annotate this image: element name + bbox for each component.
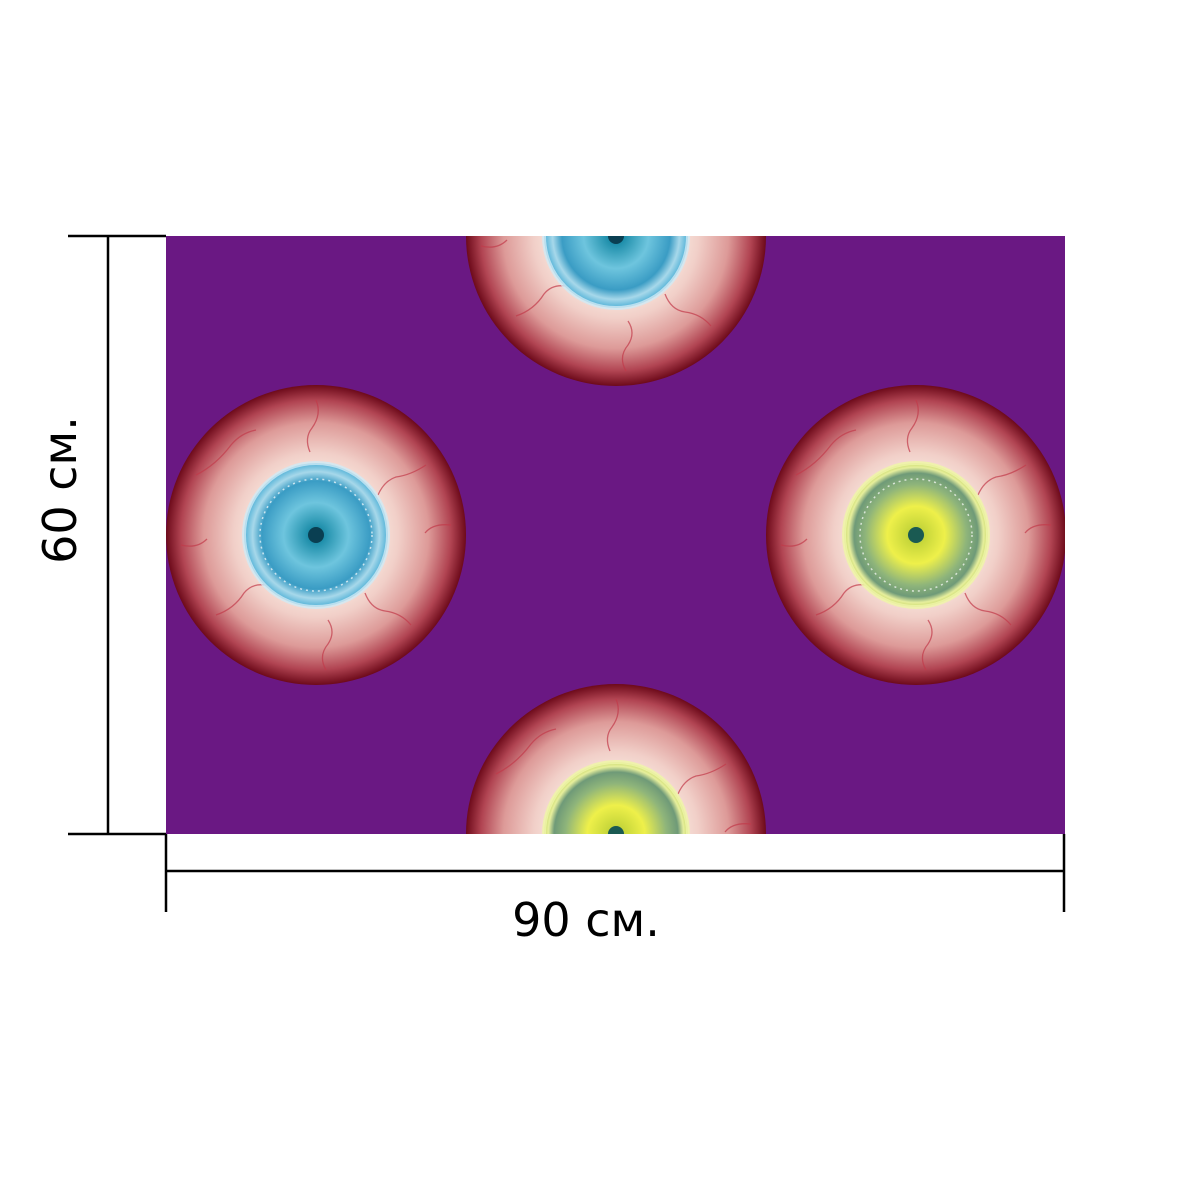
eye-right (766, 385, 1065, 685)
print-area (166, 236, 1065, 834)
eye-bottom (466, 684, 766, 834)
eye-top (466, 236, 766, 386)
eye-left (166, 385, 466, 685)
width-dimension-label: 90 см. (512, 893, 660, 947)
height-dimension-label: 60 см. (33, 416, 87, 564)
dimension-lines (68, 234, 1066, 912)
